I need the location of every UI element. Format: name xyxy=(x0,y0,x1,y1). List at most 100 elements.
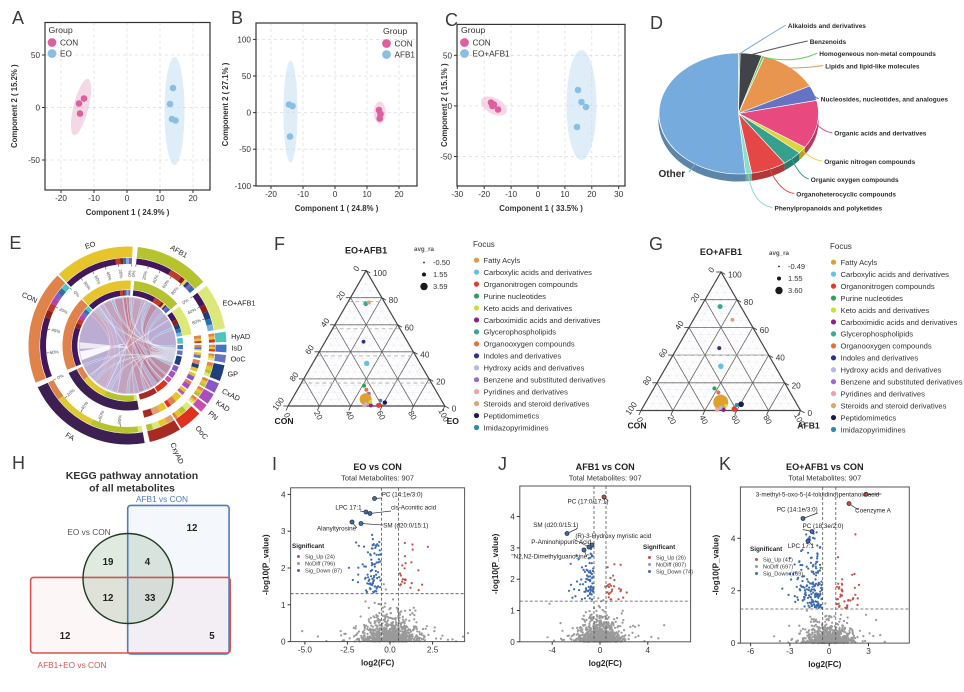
svg-text:Purine nucleotides: Purine nucleotides xyxy=(841,294,904,303)
svg-text:"N2,N2-Dimethylguanosine": "N2,N2-Dimethylguanosine" xyxy=(511,554,589,561)
svg-text:SM (d20:0/15:1): SM (d20:0/15:1) xyxy=(533,522,578,529)
svg-text:0: 0 xyxy=(281,638,286,647)
svg-text:80: 80 xyxy=(744,298,754,307)
svg-text:60: 60 xyxy=(760,326,770,335)
svg-text:-0.49: -0.49 xyxy=(788,262,805,271)
svg-text:Benzene and substituted deriva: Benzene and substituted derivatives xyxy=(841,378,963,387)
svg-text:Hydroxy acids and derivatives: Hydroxy acids and derivatives xyxy=(484,364,585,373)
svg-text:10: 10 xyxy=(362,190,372,199)
svg-text:Indoles and derivatives: Indoles and derivatives xyxy=(841,354,919,363)
svg-text:(R)-3-Hydroxy myristic acid: (R)-3-Hydroxy myristic acid xyxy=(575,533,651,540)
svg-text:Nucleosides, nucleotides, and: Nucleosides, nucleotides, and analogues xyxy=(821,97,949,104)
svg-text:-10: -10 xyxy=(505,190,517,199)
svg-text:-10: -10 xyxy=(297,190,309,199)
svg-text:Sig_Up (41): Sig_Up (41) xyxy=(763,558,793,564)
svg-text:Component 2 ( 15.1% ): Component 2 ( 15.1% ) xyxy=(440,63,449,147)
svg-text:10: 10 xyxy=(560,190,570,199)
svg-text:Sig_Down (87): Sig_Down (87) xyxy=(305,569,342,575)
svg-text:Component 2 ( 15.2% ): Component 2 ( 15.2% ) xyxy=(10,64,19,148)
svg-text:P-Aminohippuric Acid: P-Aminohippuric Acid xyxy=(531,539,591,546)
svg-text:3.60: 3.60 xyxy=(788,286,803,295)
svg-text:E: E xyxy=(9,233,21,253)
svg-text:0: 0 xyxy=(536,190,541,199)
svg-text:EO+AFB1: EO+AFB1 xyxy=(473,50,511,59)
svg-text:-log10(P_value): -log10(P_value) xyxy=(262,534,271,595)
svg-text:0: 0 xyxy=(510,638,515,647)
svg-text:3: 3 xyxy=(866,647,871,656)
svg-text:100: 100 xyxy=(373,269,387,278)
svg-text:AFB1 vs CON: AFB1 vs CON xyxy=(136,494,188,504)
svg-text:-6: -6 xyxy=(747,647,755,656)
svg-text:LPC 17:1: LPC 17:1 xyxy=(788,543,815,550)
svg-text:4: 4 xyxy=(731,534,736,543)
svg-text:0: 0 xyxy=(808,409,813,418)
svg-text:10: 10 xyxy=(155,194,165,203)
svg-text:2: 2 xyxy=(510,575,515,584)
svg-text:20: 20 xyxy=(394,190,404,199)
svg-text:Alkaloids and derivatives: Alkaloids and derivatives xyxy=(788,23,866,30)
svg-text:Organoheterocyclic compounds: Organoheterocyclic compounds xyxy=(796,192,896,199)
svg-text:Focus: Focus xyxy=(473,240,495,249)
svg-text:1.55: 1.55 xyxy=(433,270,448,279)
svg-text:Component 1 ( 33.5% ): Component 1 ( 33.5% ) xyxy=(499,204,583,213)
svg-text:G: G xyxy=(649,234,663,254)
svg-text:Steroids and steroid derivativ: Steroids and steroid derivatives xyxy=(841,401,947,410)
svg-text:Peptidomimetics: Peptidomimetics xyxy=(841,413,897,422)
svg-text:OoC: OoC xyxy=(231,355,246,364)
svg-text:0%: 0% xyxy=(131,270,137,277)
svg-text:30: 30 xyxy=(614,190,624,199)
svg-text:AFB1: AFB1 xyxy=(797,421,820,431)
svg-text:Glycerophospholipids: Glycerophospholipids xyxy=(841,330,914,339)
svg-text:Significant: Significant xyxy=(750,546,783,553)
svg-text:Carboximidic acids and derivat: Carboximidic acids and derivatives xyxy=(484,316,601,325)
svg-text:Pyridines and derivatives: Pyridines and derivatives xyxy=(841,389,926,398)
svg-text:-4: -4 xyxy=(549,646,557,655)
svg-text:1.55: 1.55 xyxy=(788,274,803,283)
svg-text:Benzene and substituted deriva: Benzene and substituted derivatives xyxy=(484,376,606,385)
svg-text:0: 0 xyxy=(598,646,603,655)
svg-text:-3: -3 xyxy=(786,647,794,656)
svg-text:40: 40 xyxy=(776,354,786,363)
svg-text:C: C xyxy=(445,10,458,30)
svg-text:12: 12 xyxy=(187,523,198,534)
svg-text:0: 0 xyxy=(731,639,736,648)
svg-text:J: J xyxy=(498,454,507,474)
svg-text:Total Metabolites: 907: Total Metabolites: 907 xyxy=(788,474,861,483)
svg-text:PC (14:1e/3:0): PC (14:1e/3:0) xyxy=(777,507,818,514)
svg-text:50: 50 xyxy=(443,51,453,60)
svg-text:Organonitrogen compounds: Organonitrogen compounds xyxy=(484,280,578,289)
svg-text:EO vs CON: EO vs CON xyxy=(67,527,110,537)
svg-text:0: 0 xyxy=(333,190,338,199)
svg-text:CON: CON xyxy=(473,39,491,48)
svg-text:Organonitrogen compounds: Organonitrogen compounds xyxy=(841,282,935,291)
svg-text:-20: -20 xyxy=(55,194,67,203)
svg-text:4: 4 xyxy=(145,557,151,568)
svg-text:4: 4 xyxy=(646,646,651,655)
svg-text:avg_ra: avg_ra xyxy=(414,246,435,253)
svg-text:19: 19 xyxy=(103,557,114,568)
svg-text:Carboxylic acids and derivativ: Carboxylic acids and derivatives xyxy=(484,268,593,277)
svg-text:-10: -10 xyxy=(88,194,100,203)
svg-text:2: 2 xyxy=(281,564,286,573)
svg-text:Benzenoids: Benzenoids xyxy=(810,39,847,46)
svg-text:Pyridines and derivatives: Pyridines and derivatives xyxy=(484,387,569,396)
svg-text:50: 50 xyxy=(31,51,41,60)
svg-text:NoDiff (807): NoDiff (807) xyxy=(656,563,686,569)
svg-text:Coenzyme A: Coenzyme A xyxy=(855,508,891,515)
svg-text:-5.0: -5.0 xyxy=(298,646,313,655)
svg-text:1: 1 xyxy=(510,607,515,616)
svg-text:Carboxylic acids and derivativ: Carboxylic acids and derivatives xyxy=(841,270,950,279)
svg-text:5: 5 xyxy=(209,631,215,642)
svg-text:4: 4 xyxy=(510,513,515,522)
svg-text:Phenylpropanoids and polyketid: Phenylpropanoids and polyketides xyxy=(775,206,883,213)
svg-text:Purine nucleotides: Purine nucleotides xyxy=(484,292,547,301)
svg-text:K: K xyxy=(719,454,731,474)
svg-text:I: I xyxy=(272,454,277,474)
svg-text:log2(FC): log2(FC) xyxy=(808,660,841,669)
svg-text:EO: EO xyxy=(447,416,460,426)
svg-text:EO vs CON: EO vs CON xyxy=(353,462,402,472)
svg-text:Organic oxygen compounds: Organic oxygen compounds xyxy=(811,177,899,184)
svg-text:Peptidomimetics: Peptidomimetics xyxy=(484,411,540,420)
svg-text:2.5: 2.5 xyxy=(427,646,439,655)
svg-text:12: 12 xyxy=(60,631,71,642)
